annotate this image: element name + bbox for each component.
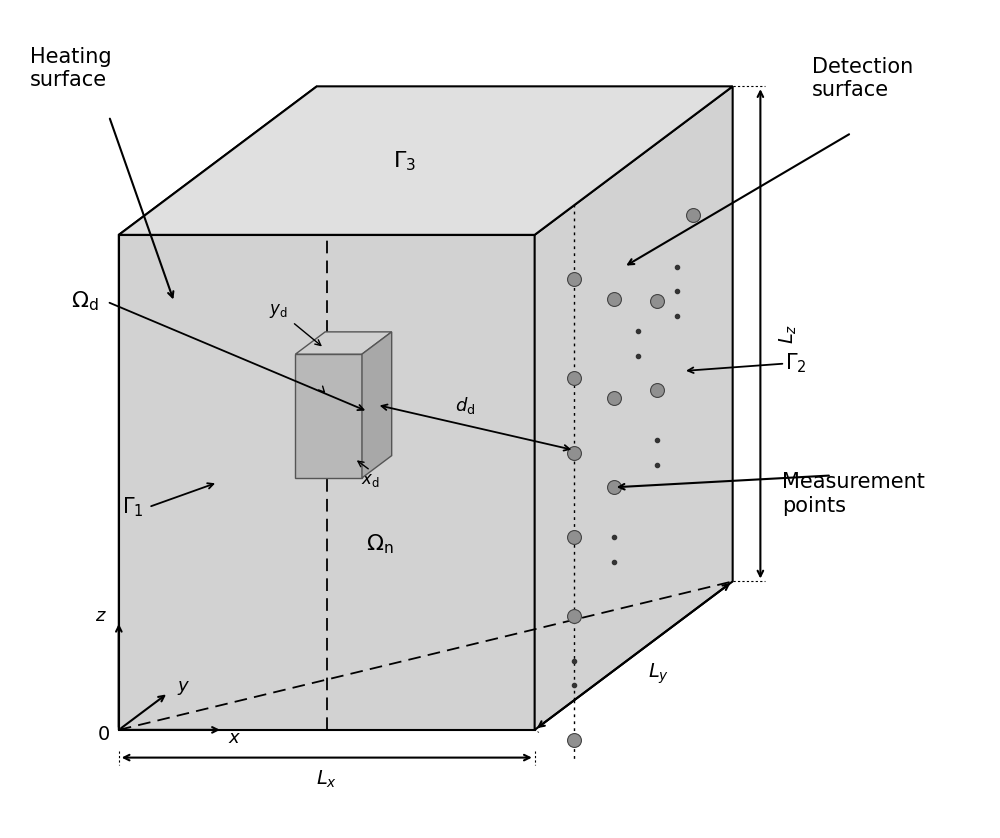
Polygon shape [119, 86, 317, 730]
Text: $z$: $z$ [95, 607, 107, 625]
Text: $\Omega_\mathrm{n}$: $\Omega_\mathrm{n}$ [366, 532, 394, 556]
Polygon shape [119, 582, 733, 730]
Polygon shape [362, 332, 392, 478]
Polygon shape [295, 332, 392, 354]
Polygon shape [119, 86, 733, 235]
Text: $L_y$: $L_y$ [648, 661, 669, 685]
Text: Heating
surface: Heating surface [30, 47, 111, 90]
Text: $x_\mathrm{d}$: $x_\mathrm{d}$ [361, 472, 380, 489]
Text: $\Omega_\mathrm{d}$: $\Omega_\mathrm{d}$ [71, 290, 99, 313]
Text: $y$: $y$ [177, 679, 190, 697]
Polygon shape [535, 86, 733, 730]
Polygon shape [119, 235, 535, 730]
Text: $L_x$: $L_x$ [316, 768, 337, 790]
Text: $L_z$: $L_z$ [777, 323, 799, 344]
Text: $y_\mathrm{d}$: $y_\mathrm{d}$ [269, 302, 287, 320]
Text: $\Gamma_3$: $\Gamma_3$ [393, 149, 416, 173]
Text: $d_\mathrm{d}$: $d_\mathrm{d}$ [455, 396, 476, 416]
Text: $\Gamma_1$: $\Gamma_1$ [122, 495, 144, 519]
Text: $z_\mathrm{d}$: $z_\mathrm{d}$ [301, 380, 318, 398]
Text: $\Gamma_2$: $\Gamma_2$ [785, 352, 807, 375]
Text: $x$: $x$ [228, 729, 241, 747]
Polygon shape [295, 354, 362, 478]
Text: $0$: $0$ [97, 726, 110, 744]
Text: Measurement
points: Measurement points [782, 473, 925, 515]
Text: Detection
surface: Detection surface [812, 57, 913, 100]
